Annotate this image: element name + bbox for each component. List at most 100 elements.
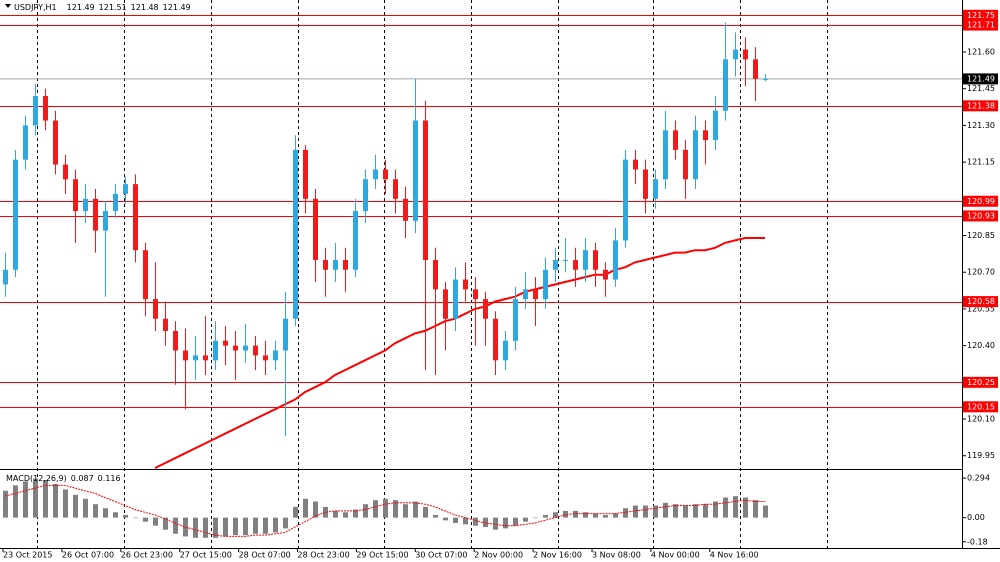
candle-body [223,340,228,346]
candle-body [723,59,728,111]
candle-body [93,198,98,231]
spacer [61,3,63,13]
candle-body [53,120,58,165]
candle-body [13,159,18,270]
macd-bar [253,517,258,534]
macd-bar [723,497,728,518]
macd-bar [603,514,608,518]
macd-bar [383,498,388,518]
macd-bar [203,517,208,538]
macd-bar [593,513,598,518]
level-label: 120.25 [967,378,995,387]
last-price-label: 121.49 [967,74,995,83]
macd-bar [663,502,668,518]
macd-bar [493,517,498,530]
candle-body [23,125,28,160]
y-tick-label: 121.15 [967,158,995,167]
macd-bar [233,517,238,536]
candle-body [703,130,708,141]
level-label: 120.99 [967,197,995,206]
candle-body [263,355,268,361]
macd-bar [263,517,268,534]
x-tick-label: 26 Oct 07:00 [62,551,114,560]
macd-bar [193,517,198,538]
candle-body [143,250,148,300]
macd-bar [443,517,448,521]
x-tick-label: 28 Oct 07:00 [239,551,291,560]
candle-body [293,149,298,319]
macd-bar [423,506,428,518]
candle-body [43,96,48,121]
macd-bar [363,504,368,518]
macd-bar [173,517,178,534]
macd-bar [453,517,458,524]
macd-bar [693,504,698,518]
candle-body [733,49,738,60]
macd-bar [683,505,688,518]
candle-body [373,169,378,180]
level-label: 120.93 [967,211,995,220]
candle-body [743,49,748,60]
macd-bar [73,494,78,518]
macd-bar [143,517,148,522]
x-tick-label: 28 Oct 23:00 [298,551,350,560]
macd-bar [223,517,228,537]
macd-bar [553,512,558,518]
candle-body [113,193,118,212]
candle-body [593,250,598,270]
candle-body [183,350,188,361]
signal-readout: 0.116 [97,474,121,483]
level-label-bg [963,9,998,21]
y-tick-label: 120.70 [967,268,995,277]
macd-bar [573,510,578,518]
candle-body [553,259,558,270]
indicator-name: MACD(12,26,9) [6,474,67,483]
macd-bar [293,506,298,518]
candle-body [313,198,318,260]
level-label-bg [963,401,998,413]
candle-body [653,179,658,199]
x-tick-label: 23 Oct 2015 [3,551,52,560]
macd-bar [303,498,308,518]
macd-bar [53,484,58,518]
macd-bar [213,517,218,538]
macd-bar [343,512,348,518]
candle-body [543,269,548,300]
candle-body [383,169,388,180]
candle-body [573,259,578,270]
candle-body [33,96,38,126]
macd-bar [703,504,708,518]
symbol-header: USDJPY,H1 121.49 121.51 121.48 121.49 [14,3,191,13]
candle-body [363,179,368,212]
macd-bar [653,505,658,518]
candle-body [683,149,688,180]
candle-body [403,198,408,221]
macd-bar [483,517,488,528]
candle-body [323,259,328,270]
last-price-label-bg [963,73,998,85]
moving-average [154,237,765,469]
y-tick-label: 121.30 [967,121,995,130]
candle-body [453,279,458,319]
indicator-tick-label: -0.18 [967,537,988,546]
menu-arrow-icon[interactable] [5,4,11,8]
candle-body [423,120,428,260]
macd-bar [613,513,618,518]
macd-bar [513,517,518,526]
macd-bar [3,490,8,518]
candle-body [203,355,208,361]
level-label-bg [963,210,998,222]
macd-bar [393,500,398,518]
macd-bar [103,508,108,518]
candle-body [333,259,338,270]
macd-bar [353,509,358,518]
candle-body [673,130,678,150]
macd-bar [403,504,408,518]
candle-body [153,299,158,319]
candle-body [473,289,478,300]
candle-body [163,318,168,331]
level-label: 120.58 [967,297,995,306]
